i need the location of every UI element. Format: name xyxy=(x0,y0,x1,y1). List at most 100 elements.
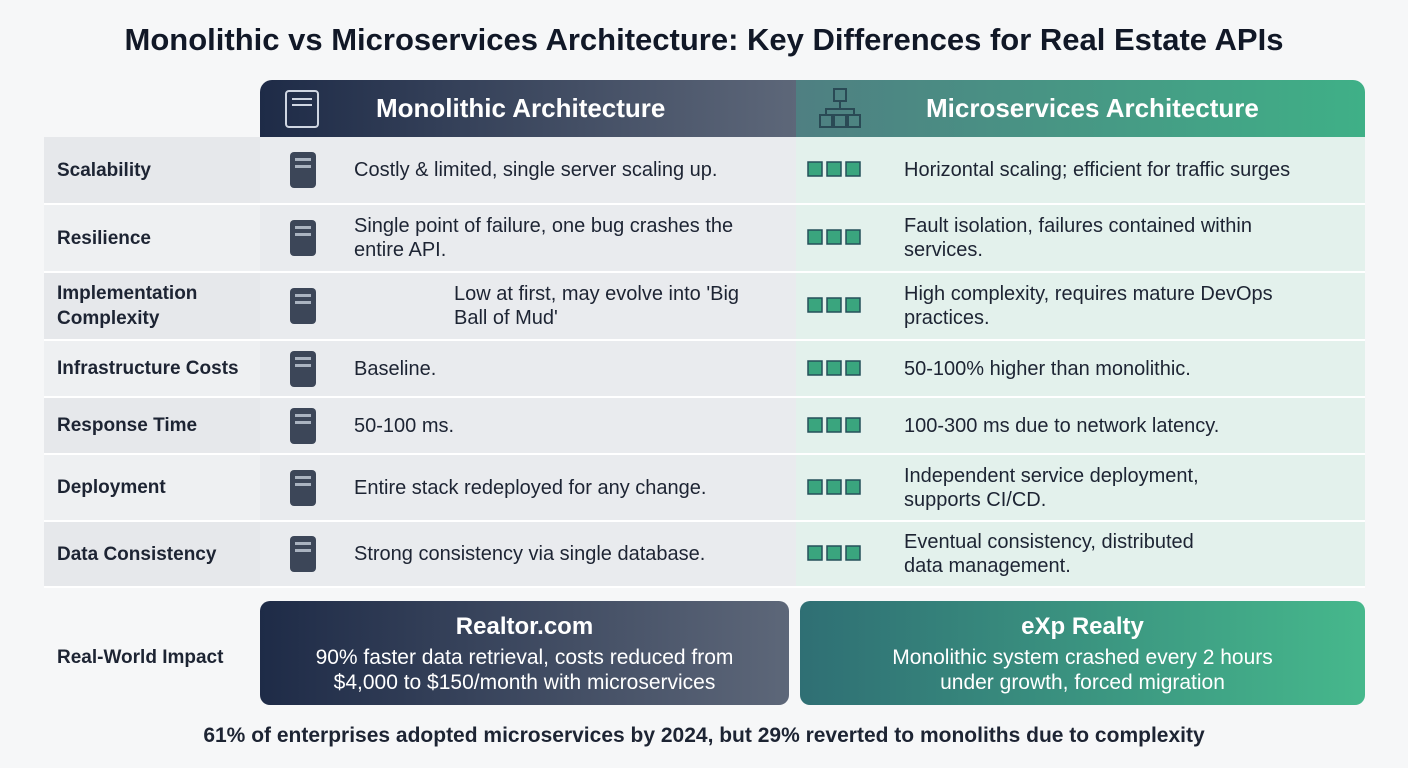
text-line: supports CI/CD. xyxy=(904,488,1047,511)
microservices-cell: Horizontal scaling; efficient for traffi… xyxy=(796,137,1365,205)
monolithic-header: Monolithic Architecture xyxy=(260,80,796,137)
text-block: Response Time xyxy=(57,413,197,438)
text-line: 100-300 ms due to network latency. xyxy=(904,414,1220,437)
text-line: Costly & limited, single server scaling … xyxy=(354,159,718,181)
text-line: entire API. xyxy=(354,239,447,261)
text-line: practices. xyxy=(904,307,990,329)
monolithic-cell: 50-100 ms. xyxy=(260,398,796,455)
server-icon xyxy=(285,89,319,128)
text-block: Entire stack redeployed for any change. xyxy=(354,476,706,500)
text-line: Resilience xyxy=(57,227,151,249)
icon xyxy=(807,229,861,245)
microservices-cell: 100-300 ms due to network latency. xyxy=(796,398,1365,455)
monolithic-cell: Baseline. xyxy=(260,341,796,398)
microservices-header: Microservices Architecture xyxy=(796,80,1365,137)
column-title: Microservices Architecture xyxy=(926,93,1259,123)
monolithic-cell: Costly & limited, single server scaling … xyxy=(260,137,796,205)
text-line: data management. xyxy=(904,555,1071,577)
row-label: Response Time xyxy=(44,398,260,455)
text-block: Eventual consistency, distributed data ma… xyxy=(904,530,1194,578)
card-text: 90% faster data retrieval, costs reduced… xyxy=(260,645,789,695)
text-block: Baseline. xyxy=(354,357,436,381)
icon xyxy=(290,407,316,444)
text-block: Monolithic system crashed every 2 hours u… xyxy=(800,645,1365,695)
icon xyxy=(807,545,861,561)
icon xyxy=(290,220,316,256)
text-line: Entire stack redeployed for any change. xyxy=(354,476,707,499)
text-line: Data Consistency xyxy=(57,543,217,565)
text-line: 50-100% higher than monolithic. xyxy=(904,357,1191,380)
text-line: Baseline. xyxy=(354,357,437,380)
text-line: Independent service deployment, xyxy=(904,464,1199,487)
text-block: 50-100 ms. xyxy=(354,414,454,438)
text-block: Independent service deployment, supports … xyxy=(904,464,1199,512)
text-block: Single point of failure, one bug crashes… xyxy=(354,214,733,262)
column-title: Monolithic Architecture xyxy=(376,93,666,123)
text-line: High complexity, requires mature DevOps xyxy=(904,283,1273,305)
footer: 61% of enterprises adopted microservices… xyxy=(203,724,1205,747)
cubes-icon xyxy=(819,87,861,128)
text-line: Low at first, may evolve into 'Big xyxy=(454,283,740,305)
impact-label: Real-World Impact xyxy=(57,647,224,668)
text-line: Ball of Mud' xyxy=(454,307,558,329)
text-line: Monolithic system crashed every 2 hours xyxy=(892,646,1273,669)
text-block: 100-300 ms due to network latency. xyxy=(904,414,1219,438)
text-block: Implementation Complexity xyxy=(57,281,197,331)
microservices-cell: Fault isolation, failures contained with… xyxy=(796,205,1365,273)
text-line: Complexity xyxy=(57,308,160,329)
text-line: Strong consistency via single database. xyxy=(354,543,706,565)
text-block: Fault isolation, failures contained with… xyxy=(904,214,1252,262)
text-line: Fault isolation, failures contained with… xyxy=(904,215,1252,237)
card-text: Monolithic system crashed every 2 hours u… xyxy=(800,645,1365,695)
icon xyxy=(290,469,316,506)
microservices-cell: 50-100% higher than monolithic. xyxy=(796,341,1365,398)
text-block: 50-100% higher than monolithic. xyxy=(904,357,1191,381)
card-title: eXp Realty xyxy=(1021,613,1144,640)
text-line: under growth, forced migration xyxy=(940,671,1225,694)
icon xyxy=(807,359,861,376)
text-block: Deployment xyxy=(57,475,166,500)
icon xyxy=(290,350,316,387)
icon xyxy=(290,288,316,324)
icon xyxy=(807,416,861,433)
icon xyxy=(807,161,861,177)
text-block: Data Consistency xyxy=(57,542,216,567)
monolithic-cell: Single point of failure, one bug crashes… xyxy=(260,205,796,273)
text-line: Response Time xyxy=(57,415,198,436)
microservices-cell: High complexity, requires mature DevOps p… xyxy=(796,273,1365,341)
text-block: 90% faster data retrieval, costs reduced… xyxy=(260,645,789,695)
text-line: Single point of failure, one bug crashes… xyxy=(354,215,734,237)
title: Monolithic vs Microservices Architecture… xyxy=(124,22,1284,57)
row-label: Deployment xyxy=(44,455,260,522)
text-block: Infrastructure Costs xyxy=(57,356,239,381)
text-line: Scalability xyxy=(57,159,151,181)
text-line: Deployment xyxy=(57,477,166,498)
text-block: Scalability xyxy=(57,158,151,183)
row-label: Scalability xyxy=(44,137,260,205)
text-line: Infrastructure Costs xyxy=(57,358,239,379)
text-block: Costly & limited, single server scaling … xyxy=(354,158,717,182)
card-title: Realtor.com xyxy=(455,613,594,640)
impact-card: eXp Realty Monolithic system crashed ever… xyxy=(800,601,1365,705)
text-line: Implementation xyxy=(57,283,198,304)
row-label: Resilience xyxy=(44,205,260,273)
text-block: Strong consistency via single database. xyxy=(354,542,705,566)
text-block: Resilience xyxy=(57,226,151,251)
text-line: Horizontal scaling; efficient for traffi… xyxy=(904,159,1291,181)
row-label: Infrastructure Costs xyxy=(44,341,260,398)
row-label: Implementation Complexity xyxy=(44,273,260,341)
icon xyxy=(807,297,861,313)
monolithic-cell: Entire stack redeployed for any change. xyxy=(260,455,796,522)
icon xyxy=(807,478,861,495)
microservices-cell: Eventual consistency, distributed data ma… xyxy=(796,522,1365,588)
text-line: Eventual consistency, distributed xyxy=(904,531,1194,553)
text-line: services. xyxy=(904,239,983,261)
microservices-cell: Independent service deployment, supports … xyxy=(796,455,1365,522)
text-block: High complexity, requires mature DevOps p… xyxy=(904,282,1273,330)
monolithic-cell: Strong consistency via single database. xyxy=(260,522,796,588)
monolithic-cell: Low at first, may evolve into 'Big Ball o… xyxy=(260,273,796,341)
text-line: 50-100 ms. xyxy=(354,414,455,437)
text-line: 90% faster data retrieval, costs reduced… xyxy=(315,646,734,669)
text-block: Low at first, may evolve into 'Big Ball o… xyxy=(454,282,739,330)
